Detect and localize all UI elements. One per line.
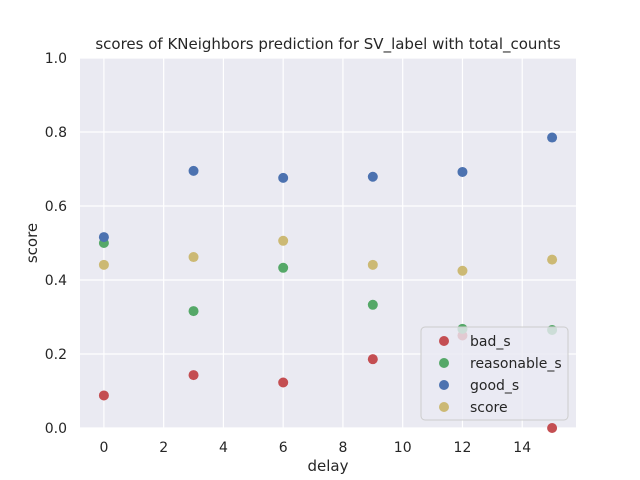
legend-label-bad_s: bad_s [470,334,511,350]
point-good_s [457,166,468,177]
legend-label-reasonable_s: reasonable_s [470,356,562,372]
x-tick-label: 8 [338,440,347,456]
y-axis-label: score [23,223,41,263]
legend-label-good_s: good_s [470,378,519,394]
point-score [367,259,378,270]
point-good_s [367,171,378,182]
point-score [188,252,199,263]
point-reasonable_s [278,262,289,273]
x-tick-label: 0 [99,440,108,456]
point-bad_s [367,354,378,365]
point-bad_s [98,390,109,401]
x-tick-label: 6 [279,440,288,456]
point-bad_s [188,370,199,381]
x-tick-labels: 0 2 4 6 8 10 12 14 [99,440,531,456]
x-tick-label: 14 [513,440,531,456]
x-tick-label: 4 [219,440,228,456]
point-score [278,235,289,246]
point-bad_s [547,423,558,433]
point-good_s [547,132,558,143]
point-good_s [278,172,289,183]
legend-marker-good_s [439,380,449,390]
point-good_s [98,232,109,243]
x-tick-label: 2 [159,440,168,456]
legend-label-score: score [470,400,508,416]
x-axis-label: delay [308,457,349,475]
point-score [98,259,109,270]
y-tick-label: 1.0 [45,51,67,67]
y-tick-label: 0.0 [45,421,67,437]
y-tick-label: 0.2 [45,347,67,363]
y-tick-label: 0.6 [45,199,67,215]
legend-marker-reasonable_s [439,358,449,368]
legend-marker-bad_s [439,336,449,346]
point-reasonable_s [188,306,199,317]
legend-marker-score [439,402,449,412]
point-bad_s [278,377,289,388]
legend-box [420,326,569,421]
point-good_s [188,165,199,176]
point-score [457,265,468,276]
point-reasonable_s [367,299,378,310]
y-tick-label: 0.4 [45,273,67,289]
point-score [547,254,558,265]
x-tick-label: 10 [394,440,412,456]
chart-title: scores of KNeighbors prediction for SV_l… [95,35,561,54]
y-tick-labels: 0.0 0.2 0.4 0.6 0.8 1.0 [45,51,67,437]
x-tick-label: 12 [454,440,472,456]
y-tick-label: 0.8 [45,125,67,141]
